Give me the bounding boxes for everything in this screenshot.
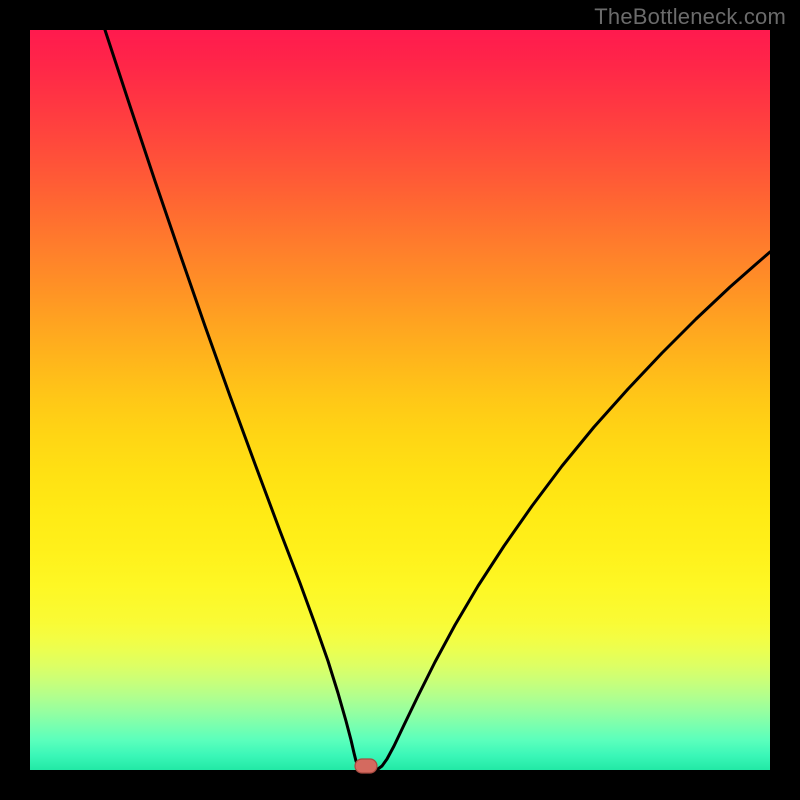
optimum-marker: [355, 759, 377, 773]
bottleneck-chart-svg: [0, 0, 800, 800]
watermark-text: TheBottleneck.com: [594, 4, 786, 30]
chart-root: TheBottleneck.com: [0, 0, 800, 800]
